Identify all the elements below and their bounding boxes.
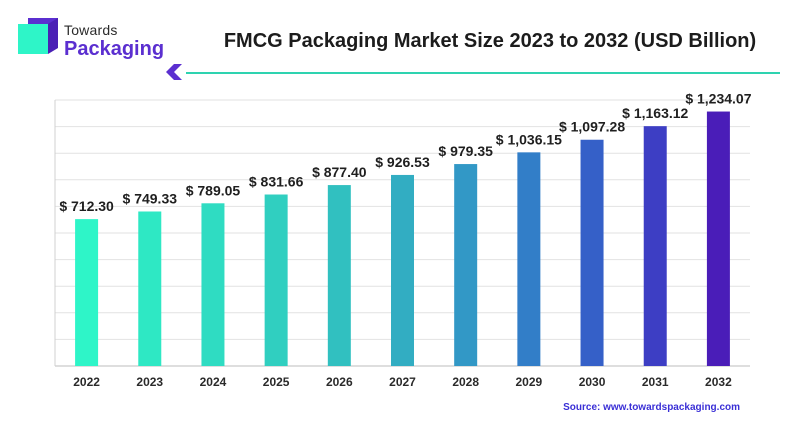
bar-2028 (454, 164, 478, 366)
x-tick-2025: 2025 (263, 375, 290, 389)
x-tick-2031: 2031 (642, 375, 669, 389)
x-tick-2028: 2028 (452, 375, 479, 389)
logo-cube-icon (18, 18, 58, 54)
value-label-2024: $ 789.05 (186, 182, 241, 198)
bar-2027 (391, 174, 414, 366)
bar-2023 (138, 211, 162, 366)
x-tick-2024: 2024 (200, 375, 227, 389)
value-label-2025: $ 831.66 (249, 174, 304, 190)
x-tick-2029: 2029 (516, 375, 543, 389)
bar-2032 (706, 111, 730, 366)
x-tick-2022: 2022 (73, 375, 100, 389)
value-label-2028: $ 979.35 (438, 143, 493, 159)
bars (75, 111, 730, 367)
bar-2030 (580, 139, 604, 366)
x-tick-2027: 2027 (389, 375, 416, 389)
bar-2024 (201, 203, 225, 366)
value-label-2026: $ 877.40 (312, 164, 367, 180)
value-label-2022: $ 712.30 (59, 198, 114, 214)
value-label-2030: $ 1,097.28 (559, 119, 625, 135)
bar-2025 (264, 194, 288, 366)
x-tick-2026: 2026 (326, 375, 353, 389)
value-label-2032: $ 1,234.07 (685, 91, 751, 107)
x-tick-2030: 2030 (579, 375, 606, 389)
source-note: Source: www.towardspackaging.com (563, 402, 740, 413)
x-tick-2032: 2032 (705, 375, 732, 389)
logo-text-packaging: Packaging (64, 38, 165, 60)
bar-2026 (327, 185, 351, 366)
value-labels: $ 712.30 $ 749.33 $ 789.05 $ 831.66 $ 877.40… (59, 91, 751, 215)
chevron-left-icon (166, 64, 182, 80)
value-label-2023: $ 749.33 (123, 190, 178, 206)
brand-logo: Towards Packaging (18, 16, 178, 66)
value-label-2031: $ 1,163.12 (622, 105, 688, 121)
chart-title: FMCG Packaging Market Size 2023 to 2032 … (223, 30, 757, 52)
x-tick-labels: 2022 2023 2024 2025 2026 2027 2028 2029 2030 2031… (73, 375, 732, 389)
bar-2031 (643, 126, 667, 367)
title-divider (166, 64, 780, 80)
value-label-2027: $ 926.53 (375, 154, 430, 170)
x-tick-2023: 2023 (136, 375, 163, 389)
bar-2022 (75, 219, 99, 366)
value-label-2029: $ 1,036.15 (496, 131, 562, 147)
bar-2029 (517, 152, 541, 366)
logo-text-towards: Towards (64, 22, 118, 38)
